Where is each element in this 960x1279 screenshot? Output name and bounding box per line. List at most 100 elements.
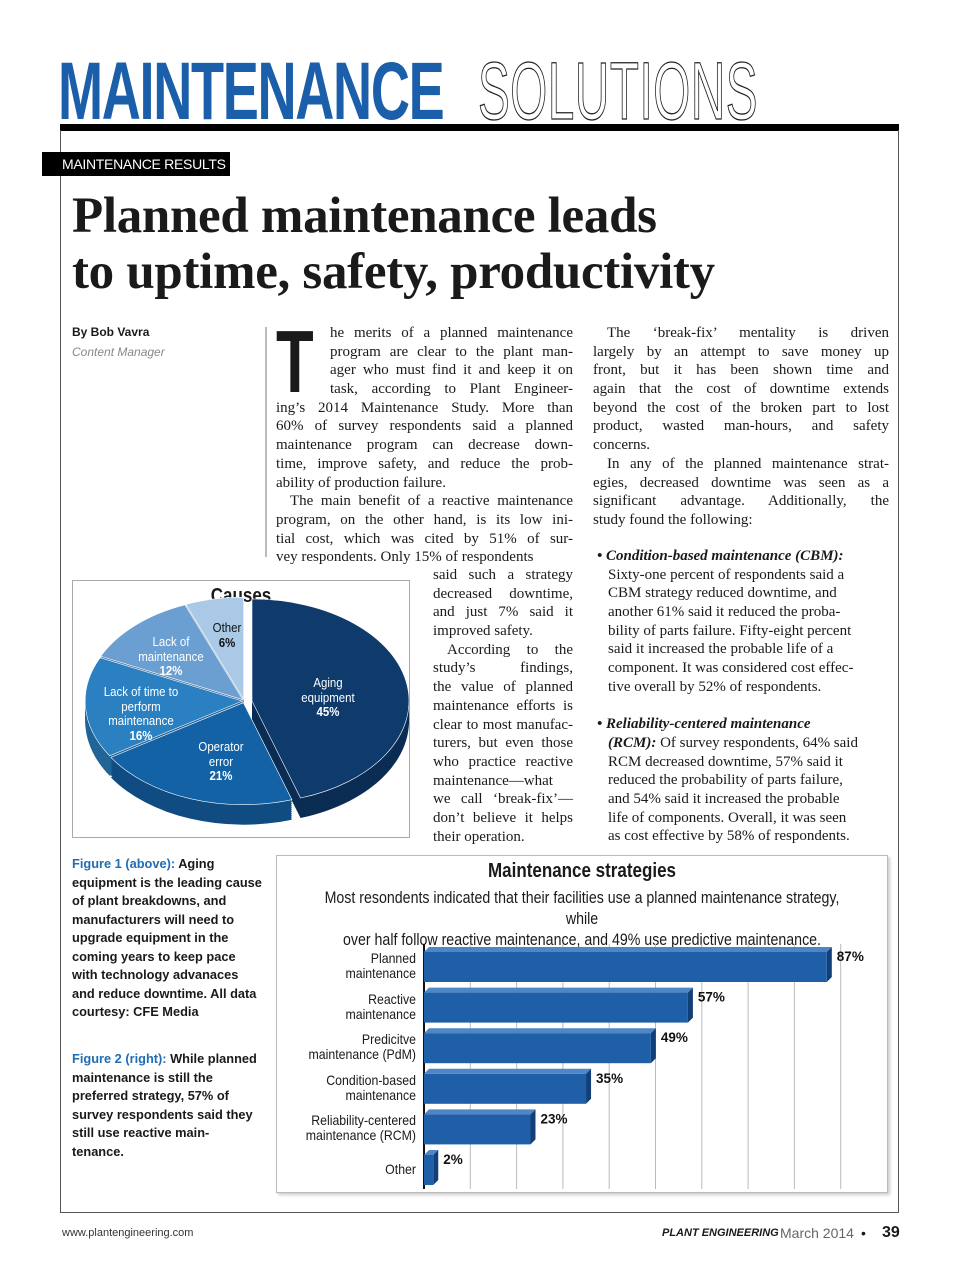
caption-label: Figure 1 (above): [72, 856, 176, 871]
masthead-part1: MAINTENANCE [58, 46, 445, 137]
bar-side [650, 1028, 656, 1064]
bar-value-label: 35% [596, 1071, 623, 1086]
finding-text: life of components. Overall, it was seen [608, 809, 847, 826]
text-line: and just 7% said it [433, 604, 573, 621]
author-name: By Bob Vavra [72, 325, 150, 339]
pie-label-text: Aging equipment [301, 675, 355, 705]
text-line: (RCM): Of survey respondents, 64% said [597, 734, 889, 753]
page-frame-bottom [60, 1212, 899, 1213]
text-line: time, improve safety, and reduce the pro… [276, 455, 573, 472]
pie-svg [84, 596, 409, 825]
text-line: and 54% said it increased the probable [597, 790, 889, 809]
text-line: we call ‘break-fix’— [433, 791, 573, 808]
page-frame-left [60, 130, 61, 1213]
category-line: maintenance (PdM) [308, 1046, 416, 1063]
bar-value-label: 49% [661, 1030, 688, 1045]
bar-top [424, 1109, 536, 1115]
text-line: again that the cost of downtime extends [593, 381, 889, 398]
caption-text: While planned maintenance is still the p… [72, 1051, 257, 1159]
text-line: In any of the planned maintenance strat- [607, 455, 889, 472]
text-line: bility of parts failure. Fifty-eight per… [597, 622, 889, 641]
text-line: concerns. [593, 437, 651, 454]
bar [424, 1114, 531, 1145]
text-line: said such a strategy [433, 567, 573, 583]
text-line: beyond the cost of the broken part to lo… [593, 399, 889, 416]
masthead-logo: MAINTENANCE SOLUTIONS [58, 50, 758, 133]
drop-cap: T [276, 312, 314, 411]
text-line: their operation. [433, 828, 525, 845]
text-line: Sixty-one percent of respondents said a [597, 566, 889, 585]
text-line: The ‘break-fix’ mentality is driven [607, 325, 889, 341]
figure-2-caption: Figure 2 (right): While planned maintena… [72, 1050, 257, 1161]
text-line: said it increased the probable life of a [597, 640, 889, 659]
finding-text: bility of parts failure. Fifty-eight per… [608, 622, 852, 639]
bar-top [424, 1028, 656, 1034]
text-line: who practice reactive [433, 753, 573, 770]
text-line: another 61% said it reduced the proba- [597, 603, 889, 622]
text-line: task, according to Plant Engineer- [330, 381, 573, 398]
author-role: Content Manager [72, 345, 165, 359]
masthead-part2: SOLUTIONS [478, 46, 759, 137]
finding-lead: (RCM): [608, 734, 657, 751]
pie-label-lack-of-time: Lack of time to perform maintenance 16% [97, 684, 185, 743]
text-line: maintenance—what [433, 772, 553, 789]
text-line: tial cost, which was cited by 51% of sur… [276, 530, 573, 547]
page-frame-right [898, 130, 899, 1213]
bar [424, 992, 688, 1023]
bar-top [424, 947, 832, 952]
bar [424, 1073, 587, 1104]
category-line: Predicitve [361, 1031, 416, 1048]
byline: By Bob Vavra Content Manager [72, 325, 165, 359]
text-line: CBM strategy reduced downtime, and [597, 584, 889, 603]
category-line: Other [385, 1160, 416, 1177]
pie-slice-3 [100, 604, 244, 701]
text-line: as cost effective by 58% of respondents. [597, 827, 889, 846]
text-line: maintenance efforts is [433, 697, 573, 714]
finding-text: CBM strategy reduced downtime, and [608, 585, 837, 602]
finding-text: another 61% said it reduced the proba- [608, 604, 841, 621]
finding-text: component. It was considered cost effec- [608, 660, 854, 677]
bar-svg: 87% 57% 49% 35% 23% 2% [423, 944, 864, 1189]
pie-label-other: Other 6% [204, 620, 250, 650]
finding-text: Of survey respondents, 64% said [656, 734, 858, 751]
bar-top [424, 987, 693, 993]
bar-category-label: Reactive maintenance [275, 990, 416, 1022]
finding-item: • Reliability-centered maintenance (RCM):… [597, 715, 889, 846]
bar-value-label: 87% [837, 949, 864, 964]
pie-slice-4 [185, 596, 244, 701]
article-column-middle-narrow: said such a strategy decreased downtime, a… [433, 566, 573, 846]
pie-value: 21% [209, 768, 233, 783]
category-line: Reliability-centered [311, 1112, 416, 1129]
text-line: don’t believe it helps [433, 809, 573, 826]
category-line: maintenance [345, 1005, 416, 1022]
text-line: front, but it has been shown time and [593, 362, 889, 379]
bar-value-label: 57% [698, 990, 725, 1005]
article-column-right: The ‘break-fix’ mentality is driven large… [593, 324, 889, 530]
pie-value: 16% [129, 727, 153, 743]
text-line: The main benefit of a reactive maintenan… [290, 493, 573, 510]
pie-label-operator: Operator error 21% [177, 739, 265, 784]
text-line: clear to most manufac- [433, 716, 573, 733]
caption-text: Aging equipment is the leading cause of … [72, 856, 262, 1019]
category-line: Reactive [368, 990, 416, 1007]
bar-top [424, 1068, 592, 1074]
text-line: ing’s 2014 Maintenance Study. More than [276, 399, 573, 416]
text-line: product, wasted man-hours, and safety [593, 418, 889, 435]
subtitle-line: Most resondents indicated that their fac… [324, 889, 840, 928]
pie-value: 45% [316, 704, 340, 719]
footer-date: March 2014 [780, 1225, 854, 1241]
bar-side [687, 987, 693, 1023]
text-line: component. It was considered cost effec- [597, 659, 889, 678]
text-line: ager who must find it and keep it on [330, 362, 573, 379]
category-line: maintenance [345, 1086, 416, 1103]
pie-label-text: Lack of maintenance [138, 634, 204, 664]
findings-list: • Condition-based maintenance (CBM): Sixt… [597, 547, 889, 846]
caption-label: Figure 2 (right): [72, 1051, 167, 1066]
finding-text: and 54% said it increased the probable [608, 790, 840, 807]
causes-pie-chart: Causes Aging equipment 45% Operator error… [72, 580, 410, 838]
bar-side [530, 1109, 536, 1145]
text-line: vey respondents. Only 15% of respondents [276, 549, 534, 566]
finding-text: reduced the probability of parts failure… [608, 772, 843, 789]
bar-side [586, 1068, 592, 1104]
text-line: largely by an attempt to save money up [593, 343, 889, 360]
